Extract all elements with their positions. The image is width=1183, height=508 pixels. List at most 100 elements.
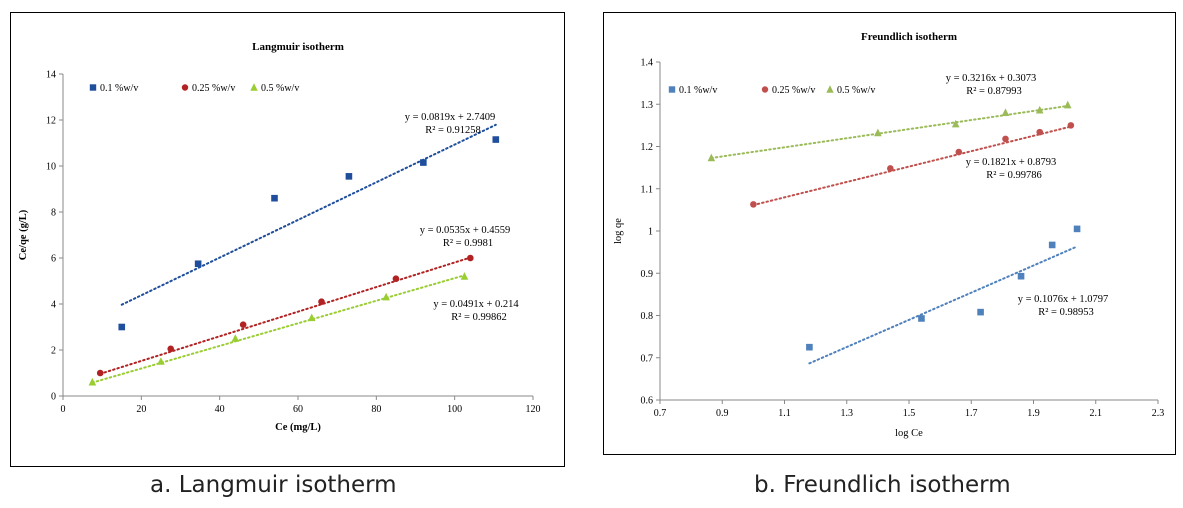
data-point	[271, 194, 278, 202]
y-tick-label: 4	[51, 300, 56, 311]
y-tick-label: 1.1	[641, 184, 654, 195]
data-point	[420, 159, 427, 166]
x-tick-label: 80	[371, 404, 381, 415]
x-tick-label: 100	[447, 404, 462, 415]
freundlich-chart-panel: Freundlich isotherm 0.7 0.9 1.1 1.3 1.5 1.7 1.9…	[603, 12, 1176, 455]
legend-marker	[250, 83, 258, 91]
legend-marker	[181, 84, 189, 91]
data-point	[157, 357, 165, 365]
trendline	[710, 104, 1069, 160]
data-point	[1035, 105, 1044, 114]
y-tick-label: 1.2	[641, 142, 654, 153]
x-tick-label: 120	[526, 404, 541, 415]
x-tick-label: 1.1	[778, 408, 791, 419]
legend-marker	[668, 86, 676, 93]
data-point	[88, 377, 97, 386]
trendline-equation: y = 0.1821x + 0.8793	[966, 157, 1057, 168]
y-tick-label: 0	[51, 392, 56, 403]
data-point	[392, 275, 400, 283]
x-tick-label: 1.3	[841, 408, 854, 419]
y-tick-label: 6	[51, 254, 56, 265]
data-point	[707, 153, 716, 162]
x-axis-label: log Ce	[895, 428, 923, 439]
data-point	[806, 343, 813, 351]
data-point	[1067, 122, 1075, 129]
legend-label: 0.25 %w/v	[772, 85, 815, 96]
data-point	[887, 165, 894, 172]
data-point	[1036, 128, 1044, 136]
trendline-equation: y = 0.0491x + 0.214	[433, 299, 519, 310]
trendline	[91, 274, 466, 384]
legend-marker	[826, 85, 834, 93]
y-tick-label: 1.4	[641, 58, 654, 69]
data-point	[1063, 100, 1072, 109]
data-point	[918, 315, 925, 322]
data-point	[1002, 135, 1009, 143]
trendline-equation: y = 0.0535x + 0.4559	[420, 225, 511, 236]
legend-label: 0.5 %w/v	[837, 85, 875, 96]
legend-marker	[761, 86, 769, 93]
data-point	[467, 254, 474, 262]
data-point	[1073, 225, 1081, 233]
y-tick-label: 1.3	[641, 100, 654, 111]
trendline-r-squared: R² = 0.9981	[443, 238, 493, 249]
legend-marker	[89, 84, 97, 91]
trendline-equation: y = 0.1076x + 1.0797	[1018, 294, 1109, 305]
y-tick-label: 0.7	[641, 353, 654, 364]
langmuir-chart-panel: Langmuir isotherm 0 20 40 60 80 100 120 0 2 4 6 8 10 1…	[10, 12, 565, 467]
y-tick-label: 1	[648, 227, 653, 238]
x-tick-label: 1.5	[903, 408, 916, 419]
data-point	[118, 323, 126, 331]
x-tick-label: 0.9	[716, 408, 729, 419]
y-tick-label: 8	[51, 208, 56, 219]
y-tick-label: 0.9	[641, 269, 654, 280]
data-point	[1001, 108, 1010, 116]
freundlich-chart: Freundlich isotherm 0.7 0.9 1.1 1.3 1.5 1.7 1.9…	[613, 31, 1165, 439]
x-tick-label: 1.7	[965, 408, 978, 419]
data-point	[977, 308, 984, 316]
trendline-equation: y = 0.3216x + 0.3073	[946, 73, 1037, 84]
y-tick-label: 0.6	[641, 396, 654, 407]
legend-label: 0.1 %w/v	[679, 85, 717, 96]
data-point	[492, 136, 500, 143]
legend-label: 0.25 %w/v	[192, 83, 235, 94]
x-tick-label: 0.7	[654, 408, 667, 419]
x-tick-label: 2.1	[1090, 408, 1103, 419]
data-point	[1017, 272, 1025, 280]
trendline-r-squared: R² = 0.99786	[986, 170, 1041, 181]
data-point	[167, 345, 175, 353]
trendline-r-squared: R² = 0.91258	[425, 125, 480, 136]
x-tick-label: 1.9	[1027, 408, 1040, 419]
y-tick-label: 10	[46, 162, 56, 173]
y-tick-label: 0.8	[641, 311, 654, 322]
legend-label: 0.1 %w/v	[100, 83, 138, 94]
trendline-r-squared: R² = 0.99862	[451, 312, 506, 323]
data-point	[307, 313, 316, 322]
x-tick-label: 40	[215, 404, 225, 415]
data-point	[239, 321, 247, 329]
caption-langmuir: a. Langmuir isotherm	[150, 472, 397, 498]
data-point	[750, 201, 757, 208]
data-point	[382, 292, 390, 301]
trendline-r-squared: R² = 0.87993	[966, 86, 1021, 97]
x-axis-label: Ce (mg/L)	[275, 422, 321, 433]
x-tick-label: 60	[293, 404, 303, 415]
trendline-r-squared: R² = 0.98953	[1038, 307, 1093, 318]
trendline	[808, 245, 1079, 365]
x-tick-label: 0	[61, 404, 66, 415]
data-point	[460, 272, 469, 280]
y-axis-label: log qe	[613, 218, 624, 244]
data-point	[874, 128, 882, 137]
chart-title: Langmuir isotherm	[252, 41, 344, 53]
trendline	[752, 125, 1072, 207]
y-axis-label: Ce/qe (g/L)	[18, 209, 29, 260]
data-point	[955, 148, 963, 156]
data-point	[194, 260, 202, 268]
legend-label: 0.5 %w/v	[261, 83, 299, 94]
data-point	[951, 119, 960, 128]
langmuir-chart: Langmuir isotherm 0 20 40 60 80 100 120 0 2 4 6 8 10 1…	[18, 41, 541, 433]
data-point	[96, 369, 104, 377]
x-tick-label: 2.3	[1152, 408, 1165, 419]
x-tick-label: 20	[136, 404, 146, 415]
trendline	[120, 123, 497, 306]
